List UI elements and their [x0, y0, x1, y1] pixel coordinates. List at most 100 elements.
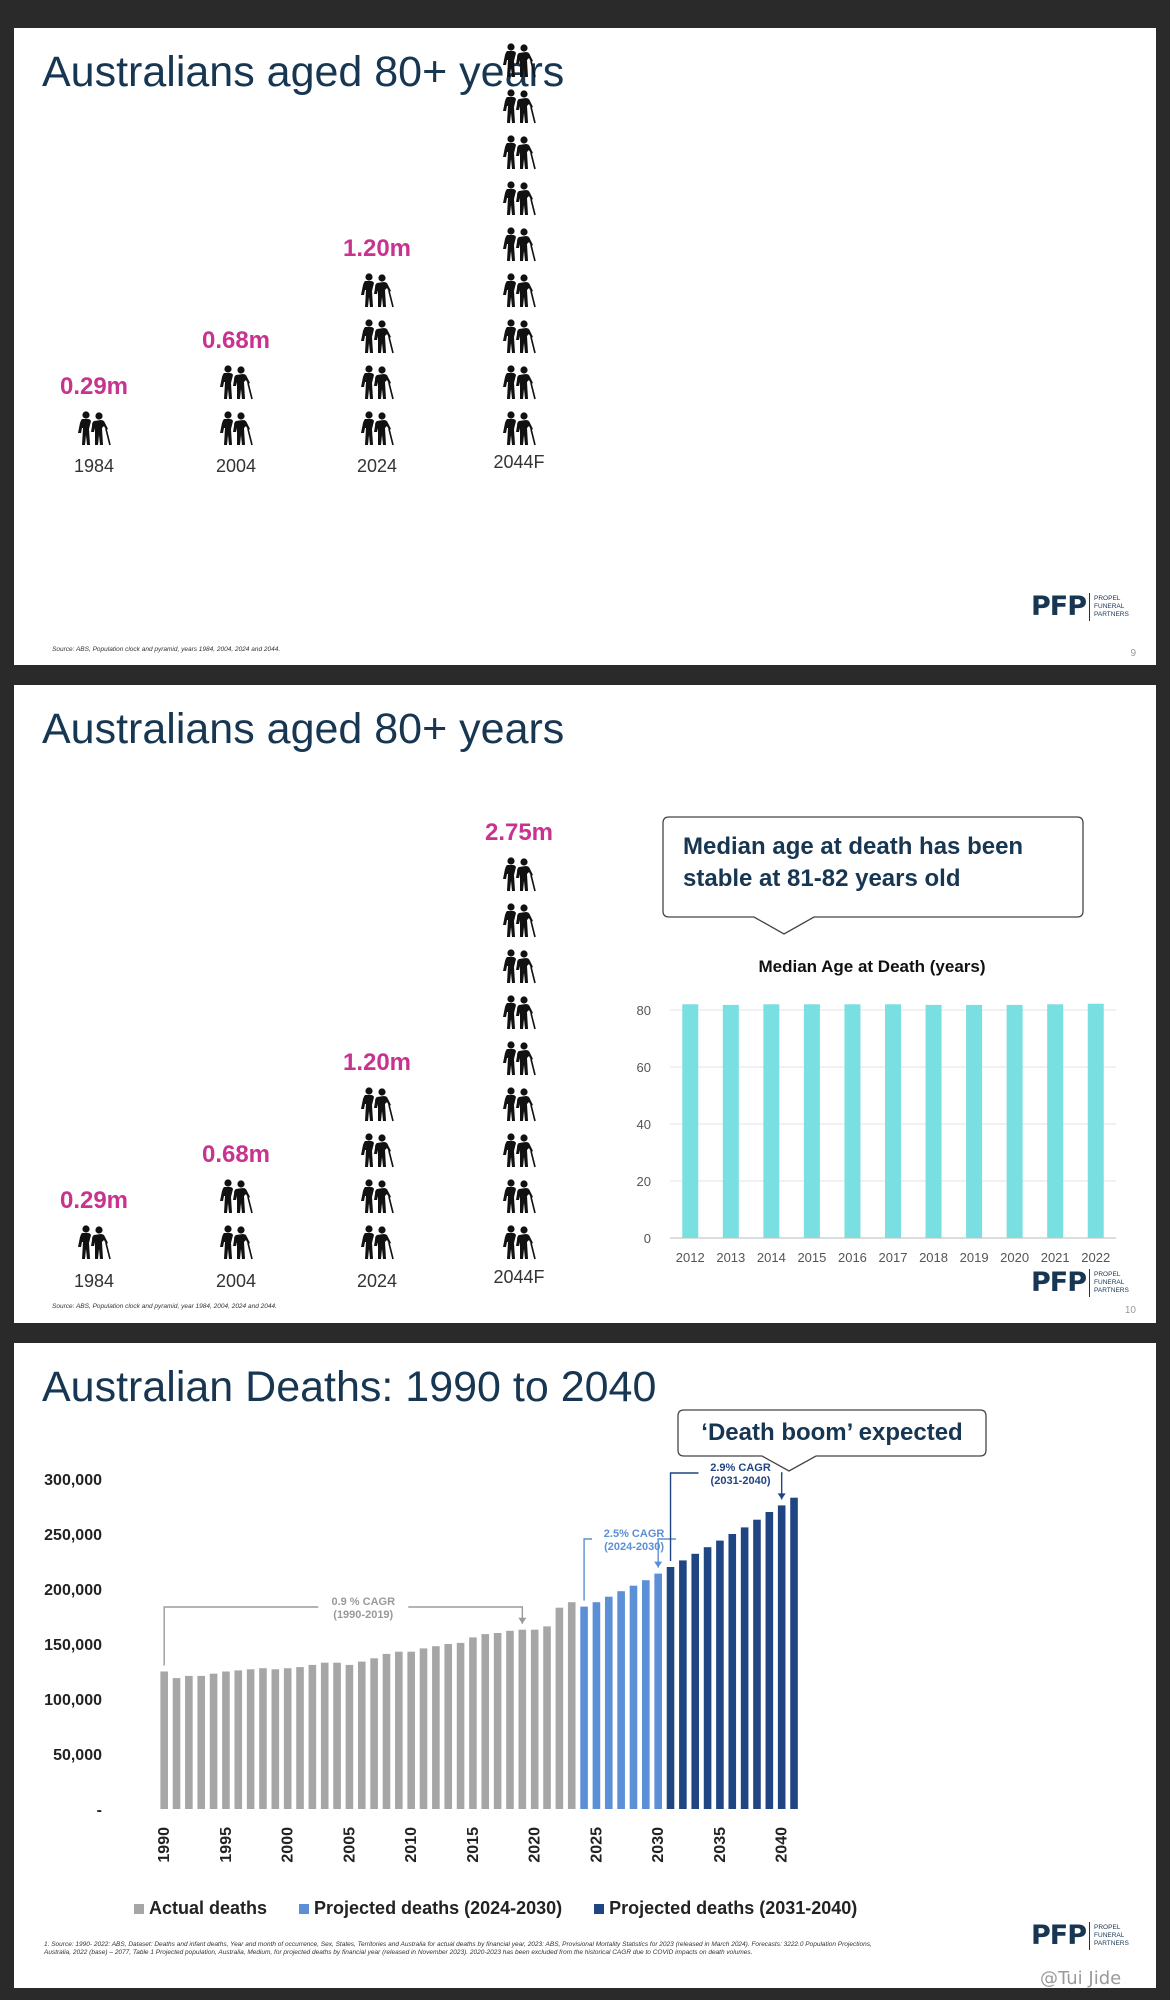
value-label: 0.29m [60, 1187, 128, 1214]
elderly-couple-icon [503, 949, 536, 984]
median-age-callout: Median age at death has been stable at 8… [683, 833, 1024, 892]
elderly-couple-icon [78, 1225, 111, 1260]
death-bar [283, 1668, 292, 1809]
death-bar [370, 1658, 378, 1809]
chart-legend: Actual deaths Projected deaths (2024-203… [134, 1898, 857, 1919]
x-tick-label: 2016 [838, 1250, 867, 1265]
death-bar [456, 1642, 465, 1809]
value-label: 1.20m [343, 1049, 411, 1076]
elderly-couple-icon [503, 857, 536, 892]
y-tick-label: 250,000 [44, 1527, 102, 1544]
death-bar [407, 1651, 415, 1809]
elderly-couple-icon [503, 411, 536, 446]
death-bar [666, 1567, 675, 1809]
value-label: 0.29m [60, 373, 128, 400]
death-bar [395, 1651, 403, 1809]
elderly-couple-icon [361, 273, 394, 308]
x-tick-label: 2035 [712, 1827, 729, 1863]
median-bar [1087, 1003, 1104, 1238]
y-tick-label: 60 [637, 1060, 651, 1075]
y-tick-label: 20 [637, 1174, 651, 1189]
y-tick-label: 200,000 [44, 1582, 102, 1599]
category-label: 2024 [357, 1271, 397, 1291]
category-label: 2044F [493, 1267, 544, 1287]
death-bar [567, 1602, 576, 1809]
median-bar [1047, 1004, 1064, 1238]
elderly-couple-icon [78, 411, 111, 446]
elderly-couple-icon [503, 227, 536, 262]
slide-title: Australian Deaths: 1990 to 2040 [42, 1363, 657, 1411]
y-tick-label: 80 [637, 1003, 651, 1018]
death-bar [530, 1629, 539, 1809]
elderly-couple-icon [503, 903, 536, 938]
death-bar [518, 1629, 527, 1809]
x-tick-label: 2015 [797, 1250, 826, 1265]
x-tick-label: 2018 [919, 1250, 948, 1265]
elderly-couple-icon [220, 1225, 253, 1260]
elderly-couple-icon [220, 1179, 253, 1214]
death-bar [271, 1669, 280, 1809]
category-label: 2044F [493, 452, 544, 472]
legend-actual: Actual deaths [134, 1898, 267, 1919]
x-tick-label: 1995 [218, 1827, 235, 1863]
deaths-bar-chart: - 50,000 100,000 150,000 200,000 250,000 300,0… [44, 1409, 987, 1863]
death-bar [419, 1648, 428, 1809]
pfp-logo: PFP PROPEL FUNERAL PARTNERS [1031, 1920, 1129, 1951]
death-bar [197, 1675, 206, 1809]
category-label: 1984 [74, 456, 114, 476]
cagr-label: 0.9 % CAGR [331, 1596, 395, 1608]
death-boom-callout: ‘Death boom’ expected [701, 1419, 963, 1446]
elderly-couple-icon [220, 411, 253, 446]
population-pictograph: 0.29m 1984 0.68m 2004 1.20m 2024 2.75m 2044F Med… [60, 816, 1116, 1291]
x-tick-label: 2020 [1000, 1250, 1029, 1265]
category-label: 2024 [357, 456, 397, 476]
death-bar [691, 1553, 700, 1809]
elderly-couple-icon [503, 181, 536, 216]
footnote: 1. Source: 1990- 2022: ABS, Dataset: Dea… [44, 1941, 872, 1956]
y-tick-label: 50,000 [53, 1747, 102, 1764]
median-bar [803, 1004, 820, 1238]
slide-title: Australians aged 80+ years [42, 48, 565, 96]
median-bar [722, 1004, 739, 1238]
cagr-bracket [669, 1472, 699, 1561]
x-tick-label: 2013 [716, 1250, 745, 1265]
x-tick-label: 2000 [280, 1827, 297, 1863]
median-bar [885, 1004, 901, 1238]
elderly-couple-icon [503, 1133, 536, 1168]
page-number: 9 [1130, 648, 1136, 659]
population-pictograph: 0.29m 1984 0.68m 2004 1.20m 2024 2.75m 2044F [60, 28, 553, 476]
callout-bubble [677, 1409, 987, 1472]
pfp-logo: PFP PROPEL FUNERAL PARTNERS [1031, 591, 1129, 622]
elderly-couple-icon [361, 1133, 394, 1168]
death-bar [790, 1497, 798, 1809]
death-bar [493, 1633, 502, 1809]
elderly-couple-icon [361, 365, 394, 400]
cagr-bracket [163, 1606, 319, 1666]
death-bar [642, 1580, 650, 1809]
slide-3: Australian Deaths: 1990 to 2040 - 50,000 1… [14, 1343, 1156, 1988]
cagr-arrowhead [518, 1617, 527, 1624]
death-bar [777, 1505, 786, 1809]
death-bar [357, 1661, 366, 1809]
value-label: 2.75m [485, 819, 553, 846]
source-note: Source: ABS, Population clock and pyrami… [52, 646, 281, 653]
death-bar [469, 1637, 477, 1809]
elderly-couple-icon [503, 135, 536, 170]
elderly-couple-icon [503, 1179, 536, 1214]
elderly-couple-icon [503, 1041, 536, 1076]
death-bar [209, 1673, 218, 1809]
value-label: 0.68m [202, 327, 270, 354]
value-label: 0.68m [202, 1141, 270, 1168]
cagr-arrowhead [777, 1493, 786, 1500]
y-tick-label: 300,000 [44, 1472, 102, 1489]
cagr-period-label: (2031-2040) [711, 1475, 771, 1487]
elderly-couple-icon [503, 43, 536, 78]
death-bar [716, 1540, 724, 1809]
legend-projected-2031-2040: Projected deaths (2031-2040) [594, 1898, 857, 1919]
elderly-couple-icon [361, 411, 394, 446]
y-tick-label: 150,000 [44, 1637, 102, 1654]
death-bar [703, 1547, 712, 1809]
watermark: @Tui Jide [1040, 1968, 1122, 1989]
death-bar [580, 1606, 588, 1809]
death-bar [185, 1675, 193, 1809]
